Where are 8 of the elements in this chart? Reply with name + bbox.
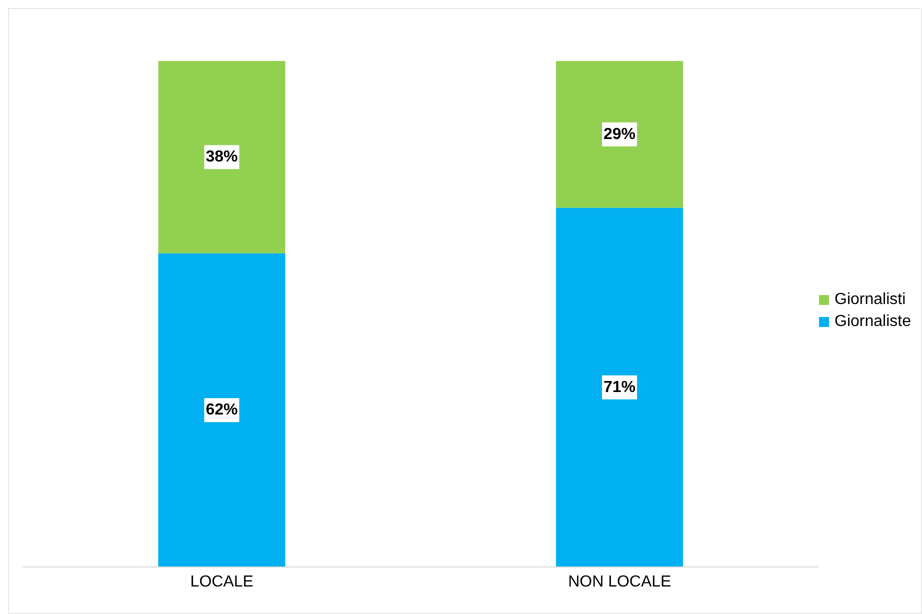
data-label: 38% [206,148,238,166]
data-label: 62% [206,402,238,419]
data-label: 29% [603,126,636,143]
legend-label: Giornaliste [834,313,911,331]
legend-label: Giornalisti [834,291,906,309]
data-label: 71% [603,378,636,396]
x-tick-label: LOCALE [190,573,254,590]
x-tick-label: NON LOCALE [568,573,672,590]
